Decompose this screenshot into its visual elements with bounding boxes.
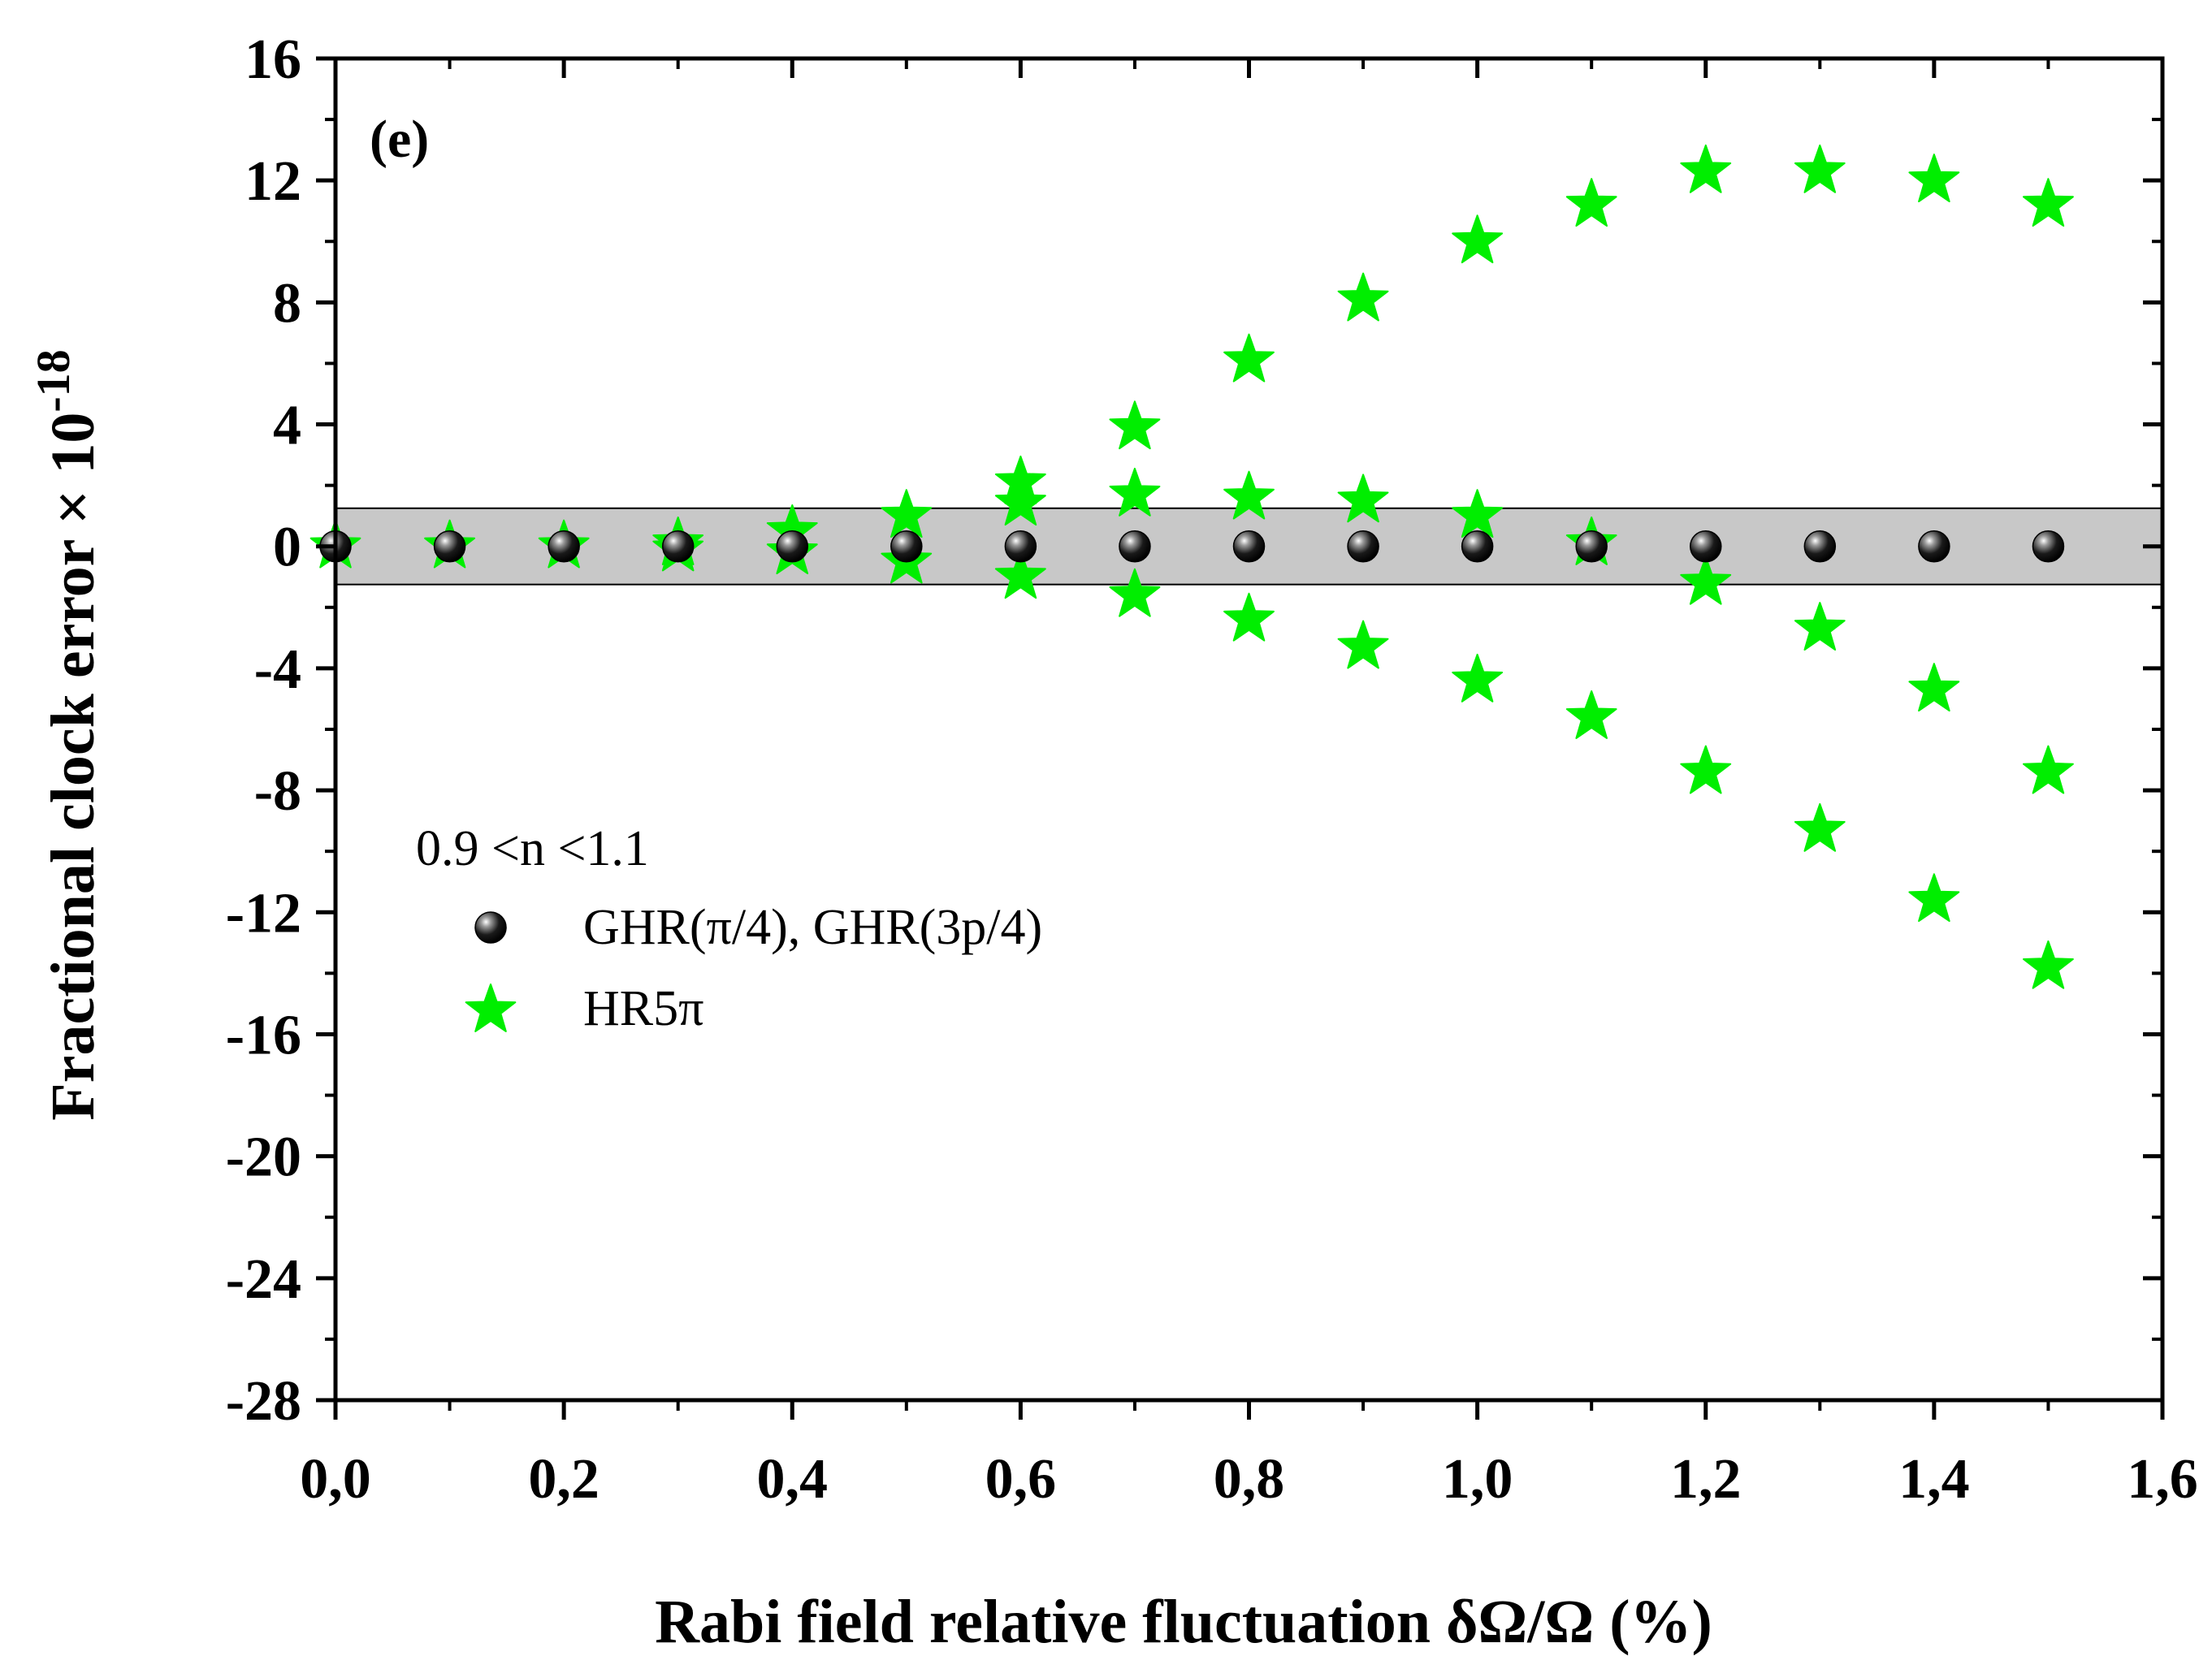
- y-tick-label: 4: [273, 395, 301, 457]
- y-axis-title-group: Fractional clock error × 10-18: [27, 349, 107, 1120]
- ghr-sphere-point: [661, 530, 695, 563]
- x-tick-label: 0,4: [757, 1448, 829, 1511]
- hr5pi-star-point: [1337, 620, 1389, 669]
- y-tick-label: -24: [226, 1248, 301, 1311]
- hr5pi-star-point: [1223, 470, 1275, 520]
- y-tick-label: 0: [273, 517, 301, 579]
- hr5pi-star-point: [2023, 745, 2074, 794]
- x-tick-label: 0,2: [528, 1448, 600, 1511]
- ghr-sphere-point: [1575, 530, 1608, 563]
- hr5pi-star-point: [1452, 653, 1504, 703]
- hr5pi-star-point: [1680, 745, 1732, 794]
- ghr-sphere-point: [1347, 530, 1379, 563]
- x-tick-label: 1,0: [1442, 1448, 1513, 1511]
- hr5pi-star-point: [1337, 473, 1389, 523]
- ghr-sphere-point: [548, 530, 580, 563]
- ghr-sphere-point: [1690, 530, 1722, 563]
- y-tick-label: -12: [226, 882, 301, 945]
- legend-star-marker: [465, 984, 517, 1032]
- hr5pi-star-point: [1223, 592, 1275, 642]
- hr5pi-star-point: [1109, 400, 1161, 450]
- x-axis: 0,0 0,2 0,4 0,6 0,8 1,0 1,2 1,4 1,6: [300, 58, 2198, 1511]
- hr5pi-star-point: [1565, 178, 1617, 227]
- hr5pi-star-point: [994, 477, 1046, 526]
- x-tick-label: 0,6: [985, 1448, 1057, 1511]
- y-axis-title: Fractional clock error × 10-18: [27, 349, 107, 1120]
- hr5pi-star-point: [994, 550, 1046, 599]
- y-axis: 16 12 8 4 0 -4 -8 -12 -16 -20 -24 -28: [226, 28, 2162, 1433]
- hr5pi-star-point: [1794, 802, 1846, 852]
- ghr-sphere-point: [890, 530, 923, 563]
- hr5pi-star-point: [1908, 153, 1960, 203]
- ghr-sphere-point: [1918, 530, 1950, 563]
- x-tick-label: 1,2: [1670, 1448, 1742, 1511]
- ghr-sphere-point: [1004, 530, 1037, 563]
- hr5pi-star-point: [881, 489, 933, 538]
- ghr-sphere-point: [2032, 530, 2065, 563]
- hr5pi-star-point: [2023, 940, 2074, 989]
- hr5pi-star-point: [1452, 489, 1504, 538]
- x-tick-label: 1,4: [1898, 1448, 1970, 1511]
- x-tick-label: 0,0: [300, 1448, 371, 1511]
- y-tick-label: -4: [254, 638, 301, 701]
- ghr-sphere-point: [433, 530, 466, 563]
- y-tick-label: 16: [245, 28, 301, 91]
- x-axis-title: Rabi field relative fluctuation δΩ/Ω (%): [655, 1588, 1712, 1656]
- ghr-sphere-point: [1232, 530, 1266, 563]
- legend-title: 0.9 <n <1.1: [416, 821, 649, 876]
- hr5pi-star-point: [1109, 568, 1161, 617]
- y-tick-label: -8: [254, 760, 301, 823]
- hr5pi-star-point: [1908, 873, 1960, 923]
- y-axis-title-exponent: -18: [27, 349, 80, 412]
- data-marks: [310, 144, 2074, 989]
- ghr-sphere-point: [1461, 530, 1494, 563]
- hr5pi-star-point: [1908, 663, 1960, 712]
- hr5pi-star-point: [1109, 467, 1161, 517]
- legend-label-hr5pi: HR5π: [583, 981, 703, 1036]
- ghr-sphere-point: [1119, 530, 1151, 563]
- hr5pi-star-point: [1223, 333, 1275, 383]
- ghr-sphere-point: [1803, 530, 1837, 563]
- hr5pi-star-point: [1680, 556, 1732, 605]
- legend-symbol-star: [465, 984, 517, 1032]
- y-tick-label: 12: [245, 150, 301, 213]
- plot-frame: [333, 56, 2165, 1403]
- hr5pi-star-point: [1452, 214, 1504, 264]
- x-tick-label: 0,8: [1214, 1448, 1285, 1511]
- y-tick-label: -16: [226, 1004, 301, 1066]
- ghr-sphere-point: [776, 530, 808, 563]
- y-axis-title-main: Fractional clock error × 10: [39, 413, 107, 1121]
- hr5pi-star-point: [1794, 144, 1846, 193]
- hr5pi-star-point: [2023, 178, 2074, 227]
- x-tick-label: 1,6: [2127, 1448, 2198, 1511]
- y-tick-label: -28: [226, 1370, 301, 1433]
- legend-symbol-sphere: [474, 911, 507, 944]
- legend-label-ghr: GHR(π/4), GHR(3p/4): [583, 900, 1042, 955]
- hr5pi-star-point: [1337, 272, 1389, 322]
- y-tick-label: 8: [273, 272, 301, 335]
- hr5pi-star-point: [1794, 602, 1846, 651]
- y-tick-label: -20: [226, 1126, 301, 1189]
- hr5pi-star-point: [1565, 690, 1617, 739]
- legend-sphere-marker: [474, 911, 507, 944]
- hr5pi-star-point: [1680, 144, 1732, 193]
- legend: 0.9 <n <1.1 GHR(π/4), GHR(3p/4) HR5π: [416, 821, 1042, 1036]
- panel-label: (e): [370, 110, 429, 169]
